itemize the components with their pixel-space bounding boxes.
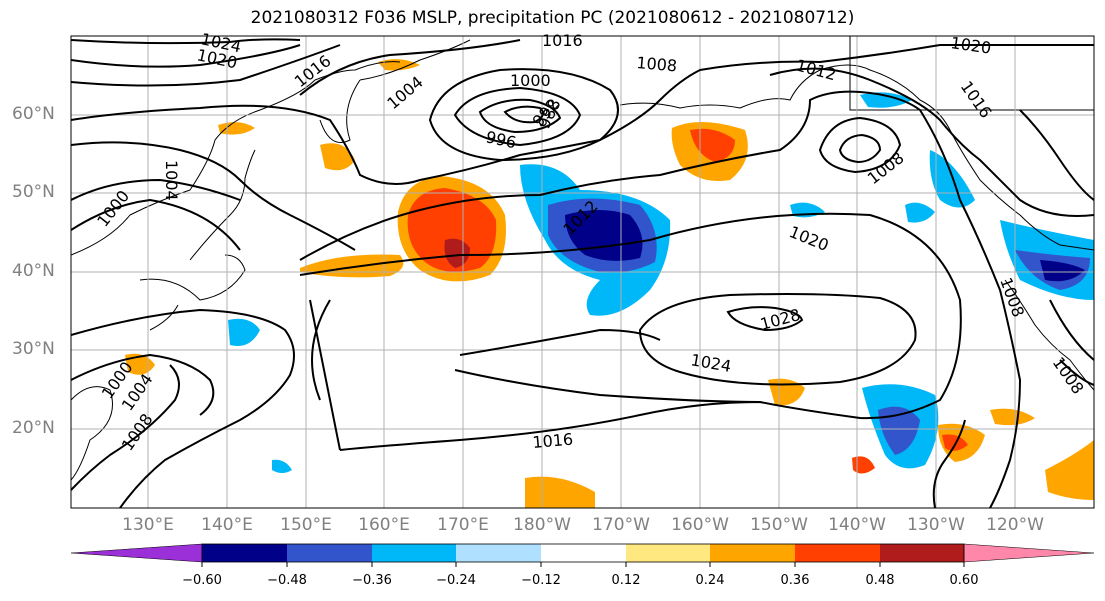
colorbar-segment — [541, 544, 626, 562]
colorbar-segment — [287, 544, 372, 562]
colorbar-tick-label: 0.24 — [695, 573, 725, 588]
isobar-label: 1016 — [532, 430, 574, 452]
colorbar-tick-label: −0.48 — [267, 573, 307, 588]
lon-label: 140°W — [828, 515, 886, 535]
coastline-layer — [71, 36, 1094, 481]
colorbar-segment — [710, 544, 795, 562]
lon-label: 150°W — [750, 515, 808, 535]
colorbar-segment — [202, 544, 287, 562]
lon-label: 160°W — [671, 515, 729, 535]
colorbar-tick-label: 0.60 — [949, 573, 979, 588]
lat-label: 20°N — [12, 418, 55, 438]
isobar-label: 1008 — [636, 53, 678, 75]
lat-label: 60°N — [12, 104, 55, 124]
lon-label: 120°W — [986, 515, 1044, 535]
lon-label: 140°E — [201, 515, 253, 535]
lat-label: 50°N — [12, 182, 55, 202]
colorbar-segment — [456, 544, 541, 562]
colorbar — [70, 543, 1095, 567]
isobar-label: 1004 — [162, 160, 181, 201]
lon-label: 170°E — [437, 515, 489, 535]
colorbar-tick-label: −0.12 — [521, 573, 561, 588]
lat-label: 30°N — [12, 339, 55, 359]
isobar-label: 1016 — [542, 31, 583, 50]
lon-label: 160°E — [358, 515, 410, 535]
colorbar-segment — [963, 543, 1095, 563]
graticule — [71, 36, 1094, 508]
lon-label: 130°E — [122, 515, 174, 535]
lon-label: 170°W — [592, 515, 650, 535]
colorbar-segment — [880, 544, 964, 562]
lon-label: 150°E — [280, 515, 332, 535]
colorbar-segment — [70, 543, 203, 563]
isobar-label: 1000 — [510, 71, 551, 90]
colorbar-tick-label: −0.60 — [182, 573, 222, 588]
colorbar-tick-label: −0.36 — [352, 573, 392, 588]
colorbar-tick-label: 0.12 — [611, 573, 641, 588]
colorbar-tick-label: −0.24 — [436, 573, 476, 588]
colorbar-segment — [626, 544, 710, 562]
colorbar-segment — [795, 544, 880, 562]
map-frame — [70, 35, 1095, 509]
colorbar-tick-label: 0.48 — [865, 573, 895, 588]
colorbar-segment — [372, 544, 456, 562]
colorbar-tick-label: 0.36 — [780, 573, 810, 588]
map-title: 2021080312 F036 MSLP, precipitation PC (… — [250, 8, 855, 28]
isobar-layer — [71, 38, 1094, 508]
lat-label: 40°N — [12, 261, 55, 281]
lon-label: 130°W — [907, 515, 965, 535]
lon-label: 180°W — [513, 515, 571, 535]
